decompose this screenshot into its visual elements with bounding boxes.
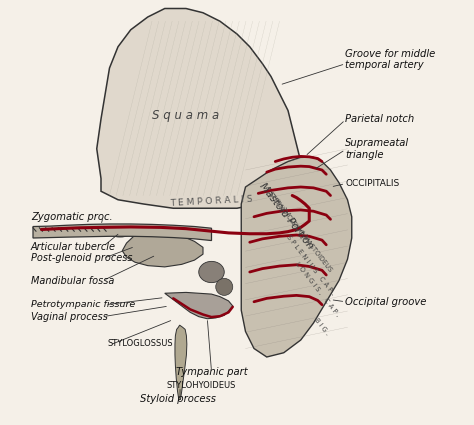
Text: T E M P O R A L I S: T E M P O R A L I S <box>170 194 253 208</box>
Polygon shape <box>97 8 301 208</box>
Text: STERNO-CLEIDO-MASTOIDEUS: STERNO-CLEIDO-MASTOIDEUS <box>267 191 333 274</box>
Text: OCCIPITALIS: OCCIPITALIS <box>346 179 400 188</box>
Text: Zygomatic proc.: Zygomatic proc. <box>31 212 112 222</box>
Text: S q u a m a: S q u a m a <box>152 109 219 122</box>
Polygon shape <box>175 325 187 400</box>
Text: Styloid process: Styloid process <box>139 394 216 404</box>
Text: Mandibular fossa: Mandibular fossa <box>31 275 114 286</box>
Text: Post-glenoid process: Post-glenoid process <box>31 253 132 264</box>
Text: Groove for middle
temporal artery: Groove for middle temporal artery <box>346 49 436 70</box>
Ellipse shape <box>109 226 132 237</box>
Text: B I G .: B I G . <box>313 317 330 336</box>
Ellipse shape <box>216 278 233 295</box>
Text: Articular tubercle: Articular tubercle <box>31 241 116 252</box>
Polygon shape <box>33 224 211 241</box>
Text: S P L E N I U S   C A P .: S P L E N I U S C A P . <box>285 234 336 296</box>
Polygon shape <box>122 227 203 267</box>
Text: Petrotympanic fissure: Petrotympanic fissure <box>31 300 135 309</box>
Text: Occipital groove: Occipital groove <box>346 297 427 307</box>
Text: STYLOHYOIDEUS: STYLOHYOIDEUS <box>166 381 236 390</box>
Text: STYLOGLOSSUS: STYLOGLOSSUS <box>108 340 173 348</box>
Text: Suprameatal
triangle: Suprameatal triangle <box>346 138 410 159</box>
Text: Vaginal process: Vaginal process <box>31 312 108 322</box>
Text: Tympanic part: Tympanic part <box>176 367 247 377</box>
Text: Mastoid Portion: Mastoid Portion <box>257 181 315 251</box>
Ellipse shape <box>199 261 224 283</box>
Text: Parietal notch: Parietal notch <box>346 114 415 124</box>
Polygon shape <box>241 157 352 357</box>
Polygon shape <box>165 292 233 319</box>
Text: L O N G I S .   C A P .: L O N G I S . C A P . <box>294 261 341 317</box>
